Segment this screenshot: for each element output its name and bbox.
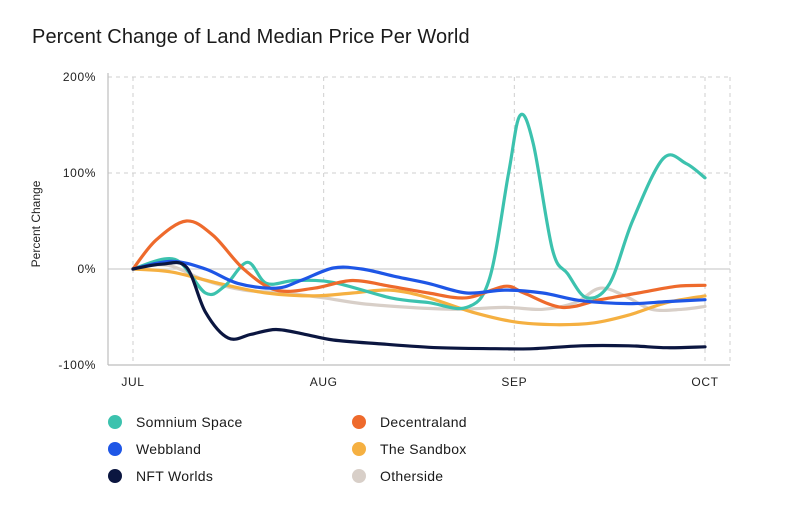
x-tick-label: SEP: [501, 375, 527, 389]
grid-lines: [108, 76, 731, 365]
y-tick-label: -100%: [58, 358, 96, 372]
chart-title: Percent Change of Land Median Price Per …: [32, 26, 470, 48]
x-tick-label: AUG: [310, 375, 338, 389]
legend-item-webbland: Webbland: [108, 441, 201, 457]
legend-item-the-sandbox: The Sandbox: [352, 441, 467, 457]
series-line-nft-worlds: [131, 260, 707, 351]
legend-label: Somnium Space: [136, 414, 243, 430]
x-tick-label: OCT: [691, 375, 718, 389]
series-lines: [131, 112, 707, 351]
legend-label: Webbland: [136, 441, 202, 457]
legend-label: The Sandbox: [380, 441, 467, 457]
x-tick-label: JUL: [121, 375, 144, 389]
y-tick-label: 200%: [63, 70, 96, 84]
series-line-somnium-space: [131, 112, 707, 311]
y-tick-label: 0%: [77, 262, 96, 276]
legend-item-decentraland: Decentraland: [352, 414, 467, 430]
y-tick-label: 100%: [63, 166, 96, 180]
legend-swatch: [108, 469, 122, 483]
legend-swatch: [352, 415, 366, 429]
legend-label: Otherside: [380, 468, 444, 484]
series-line-webbland: [131, 259, 707, 306]
legend-swatch: [352, 469, 366, 483]
y-axis-label: Percent Change: [29, 180, 43, 267]
legend-label: Decentraland: [380, 414, 467, 430]
series-line-the-sandbox: [131, 267, 707, 327]
series-line-decentraland: [131, 219, 707, 310]
legend-item-nft-worlds: NFT Worlds: [108, 468, 213, 484]
legend-label: NFT Worlds: [136, 468, 214, 484]
legend-item-otherside: Otherside: [352, 468, 443, 484]
legend-item-somnium-space: Somnium Space: [108, 414, 243, 430]
axes: [107, 73, 730, 366]
legend-swatch: [108, 442, 122, 456]
legend-swatch: [108, 415, 122, 429]
legend-swatch: [352, 442, 366, 456]
tick-labels: 200% 100% 0% -100% JUL AUG SEP OCT: [58, 70, 718, 389]
